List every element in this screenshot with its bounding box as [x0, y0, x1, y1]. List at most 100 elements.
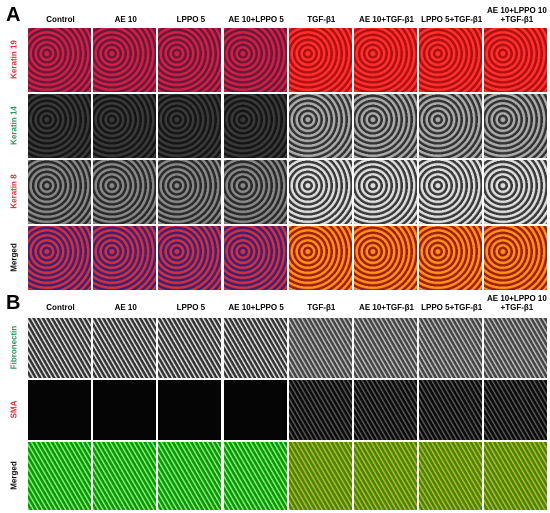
micrograph [223, 160, 287, 224]
micrograph [419, 442, 483, 510]
micrograph [158, 380, 222, 440]
row-label: Merged [9, 461, 19, 490]
micrograph [223, 94, 287, 158]
column-header: LPPO 5+TGF-β1 [419, 303, 484, 312]
micrograph [419, 226, 483, 290]
micrograph [28, 160, 91, 224]
micrograph [158, 318, 222, 378]
micrograph [93, 318, 157, 378]
panel-label: B [6, 292, 21, 314]
micrograph [484, 28, 548, 92]
column-header-line: Control [46, 303, 75, 312]
column-header-line: AE 10+LPPO 10 [486, 6, 547, 15]
column-header-line: AE 10 [114, 15, 137, 24]
column-header: AE 10 [93, 303, 158, 312]
row-label: SMA [9, 400, 19, 419]
column-header: TGF-β1 [289, 303, 354, 312]
micrograph [288, 226, 352, 290]
micrograph [28, 380, 91, 440]
micrograph [28, 226, 91, 290]
micrograph [419, 318, 483, 378]
micrograph [158, 442, 222, 510]
column-header: LPPO 5 [158, 303, 223, 312]
micrograph [93, 94, 157, 158]
panel-label: A [6, 4, 21, 26]
micrograph [288, 160, 352, 224]
micrograph [419, 28, 483, 92]
micrograph [288, 318, 352, 378]
micrograph [93, 380, 157, 440]
micrograph [354, 160, 417, 224]
micrograph [223, 442, 287, 510]
column-header: AE 10 [93, 15, 158, 24]
column-header-line: +TGF-β1 [500, 303, 534, 312]
micrograph [354, 442, 417, 510]
column-header-line: LPPO 5+TGF-β1 [421, 303, 483, 312]
column-header-line: Control [46, 15, 75, 24]
micrograph [354, 318, 417, 378]
micrograph [158, 28, 222, 92]
column-header-line: TGF-β1 [307, 303, 336, 312]
micrograph [28, 94, 91, 158]
row-label: Keratin 14 [9, 106, 19, 145]
column-header: AE 10+LPPO 10 +TGF-β1 [484, 6, 549, 24]
micrograph [158, 94, 222, 158]
column-header-line: +TGF-β1 [500, 15, 534, 24]
row-label: Merged [9, 243, 19, 272]
column-header: Control [28, 15, 93, 24]
micrograph [354, 226, 417, 290]
micrograph [28, 442, 91, 510]
column-header-line: AE 10+LPPO 5 [228, 303, 284, 312]
column-header: AE 10+LPPO 5 [224, 303, 289, 312]
micrograph [158, 226, 222, 290]
micrograph [223, 380, 287, 440]
micrograph [288, 380, 352, 440]
micrograph [484, 226, 548, 290]
micrograph [419, 94, 483, 158]
column-header: AE 10+TGF-β1 [354, 15, 419, 24]
column-header-line: AE 10+LPPO 5 [228, 15, 284, 24]
micrograph [484, 380, 548, 440]
row-label: Keratin 19 [9, 40, 19, 79]
column-header-line: LPPO 5 [176, 15, 206, 24]
micrograph [288, 442, 352, 510]
column-header-line: LPPO 5 [176, 303, 206, 312]
micrograph [223, 226, 287, 290]
column-header-line: LPPO 5+TGF-β1 [421, 15, 483, 24]
column-header-line: TGF-β1 [307, 15, 336, 24]
column-header: AE 10+LPPO 5 [224, 15, 289, 24]
micrograph [158, 160, 222, 224]
column-header: LPPO 5 [158, 15, 223, 24]
micrograph [354, 28, 417, 92]
column-header: AE 10+LPPO 10 +TGF-β1 [484, 294, 549, 312]
micrograph [223, 28, 287, 92]
micrograph [419, 160, 483, 224]
column-header-line: AE 10+LPPO 10 [486, 294, 547, 303]
micrograph [28, 28, 91, 92]
micrograph [484, 94, 548, 158]
micrograph [93, 442, 157, 510]
micrograph [28, 318, 91, 378]
micrograph [419, 380, 483, 440]
micrograph [288, 94, 352, 158]
column-header: AE 10+TGF-β1 [354, 303, 419, 312]
micrograph [93, 226, 157, 290]
column-header-line: AE 10+TGF-β1 [359, 15, 414, 24]
column-header: Control [28, 303, 93, 312]
micrograph [354, 380, 417, 440]
column-header-line: AE 10+TGF-β1 [359, 303, 414, 312]
micrograph [484, 442, 548, 510]
column-header-line: AE 10 [114, 303, 137, 312]
row-label: Keratin 8 [9, 174, 19, 209]
micrograph [93, 160, 157, 224]
micrograph [484, 318, 548, 378]
micrograph [93, 28, 157, 92]
micrograph [288, 28, 352, 92]
row-label: Fibronectin [9, 325, 19, 370]
column-header: TGF-β1 [289, 15, 354, 24]
micrograph [223, 318, 287, 378]
micrograph [484, 160, 548, 224]
column-header: LPPO 5+TGF-β1 [419, 15, 484, 24]
micrograph [354, 94, 417, 158]
